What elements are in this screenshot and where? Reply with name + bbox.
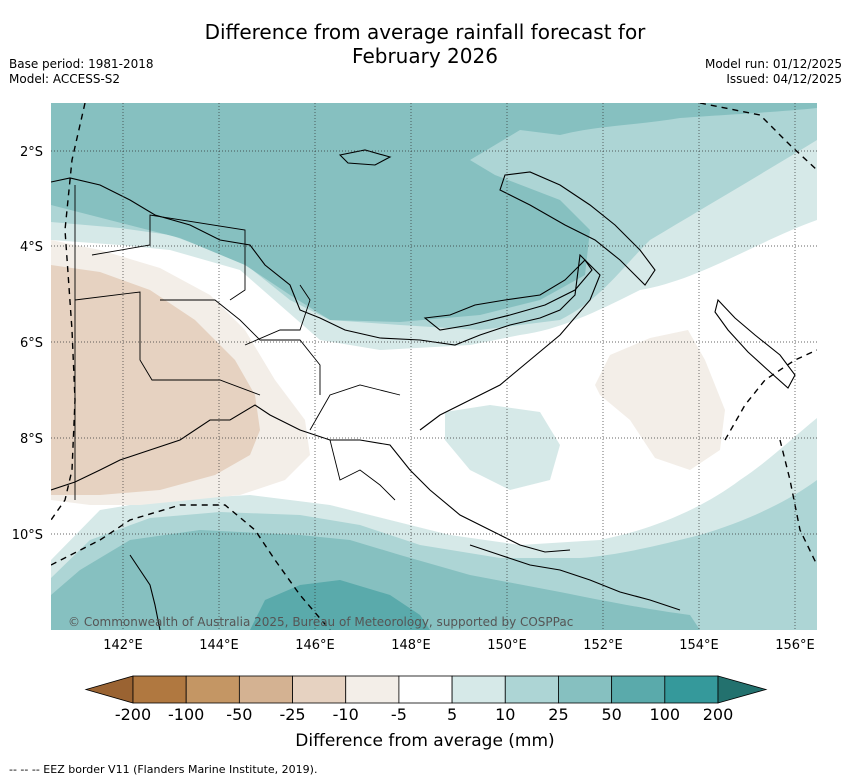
meta-right: Model run: 01/12/2025 Issued: 04/12/2025 (705, 57, 842, 87)
zone-north-50 (51, 103, 817, 322)
colorbar-tick-label: 5 (446, 705, 458, 724)
cape-york (129, 554, 161, 630)
colorbar-tick-label: -10 (332, 705, 359, 724)
border-5 (329, 439, 396, 501)
eez-east (699, 103, 817, 171)
colorbar-bin (504, 675, 559, 704)
border-1 (91, 214, 246, 301)
colorbar-tick-label: 50 (601, 705, 622, 724)
provincial-borders (74, 185, 401, 501)
colorbar (84, 675, 768, 704)
lon-label-152e: 152°E (583, 638, 623, 653)
colorbar-bin (398, 675, 453, 704)
lon-label-148e: 148°E (391, 638, 431, 653)
lat-label-2s: 2°S (20, 145, 43, 160)
colorbar-bin (451, 675, 506, 704)
latitude-labels: 2°S 4°S 6°S 8°S 10°S (12, 145, 43, 543)
eez-south-west (51, 504, 331, 630)
border-6 (309, 384, 401, 431)
bougainville (714, 298, 796, 389)
model-name: Model: ACCESS-S2 (9, 72, 121, 86)
colorbar-bin (558, 675, 613, 704)
colorbar-bin (132, 675, 187, 704)
lon-label-144e: 144°E (199, 638, 239, 653)
longitude-labels: 142°E 144°E 146°E 148°E 150°E 152°E 154°… (103, 638, 815, 653)
border-3 (160, 299, 321, 395)
issued-date: Issued: 04/12/2025 (726, 72, 842, 86)
colorbar-bin (664, 675, 719, 704)
eez-south-east (724, 349, 817, 441)
lat-label-6s: 6°S (20, 336, 43, 351)
colorbar-bin (345, 675, 400, 704)
colorbar-title: Difference from average (mm) (295, 731, 555, 751)
border-4 (244, 284, 311, 346)
colorbar-bin (611, 675, 666, 704)
colorbar-tick-label: -5 (390, 705, 407, 724)
lat-label-10s: 10°S (12, 528, 43, 543)
lon-label-156e: 156°E (775, 638, 815, 653)
new-guinea-south-coast (51, 404, 571, 553)
colorbar-tick-label: -25 (279, 705, 306, 724)
zone-south-50 (51, 530, 700, 630)
colorbar-tick-label: -100 (168, 705, 205, 724)
colorbar-bin (185, 675, 240, 704)
map-title: Difference from average rainfall forecas… (0, 20, 850, 68)
eez-west (51, 103, 86, 521)
lat-label-4s: 4°S (20, 240, 43, 255)
copyright-notice: © Commonwealth of Australia 2025, Bureau… (68, 615, 573, 629)
island-chain-south (469, 544, 681, 611)
lon-label-146e: 146°E (295, 638, 335, 653)
colorbar-tick-label: 10 (495, 705, 516, 724)
zone-east-dry (595, 330, 725, 470)
colorbar-arrow-high (717, 675, 768, 704)
border-2 (74, 291, 261, 396)
meta-left: Base period: 1981-2018 Model: ACCESS-S2 (9, 57, 154, 87)
base-period: Base period: 1981-2018 (9, 57, 154, 71)
new-britain (499, 171, 656, 286)
lon-label-150e: 150°E (487, 638, 527, 653)
map-fields (51, 103, 817, 630)
colorbar-tick-label: -200 (114, 705, 152, 724)
lat-label-8s: 8°S (20, 432, 43, 447)
model-run: Model run: 01/12/2025 (704, 57, 842, 71)
new-guinea-north-coast (51, 177, 601, 431)
colorbar-tick-label: 25 (548, 705, 569, 724)
colorbar-tick-label: 200 (702, 705, 734, 724)
title-line-1: Difference from average rainfall forecas… (204, 20, 646, 44)
colorbar-bin (292, 675, 347, 704)
zone-central-10 (445, 405, 560, 490)
colorbar-tick-label: 100 (649, 705, 681, 724)
lon-label-142e: 142°E (103, 638, 143, 653)
title-line-2: February 2026 (352, 44, 498, 68)
new-ireland (423, 259, 593, 331)
eez-legend-note: -- -- -- EEZ border V11 (Flanders Marine… (9, 763, 318, 776)
colorbar-arrow-low (84, 675, 134, 704)
coastlines (51, 149, 796, 630)
gridlines (51, 103, 817, 630)
zone-south-100 (250, 580, 430, 630)
colorbar-bin (238, 675, 293, 704)
lon-label-154e: 154°E (679, 638, 719, 653)
colorbar-tick-label: -50 (226, 705, 253, 724)
